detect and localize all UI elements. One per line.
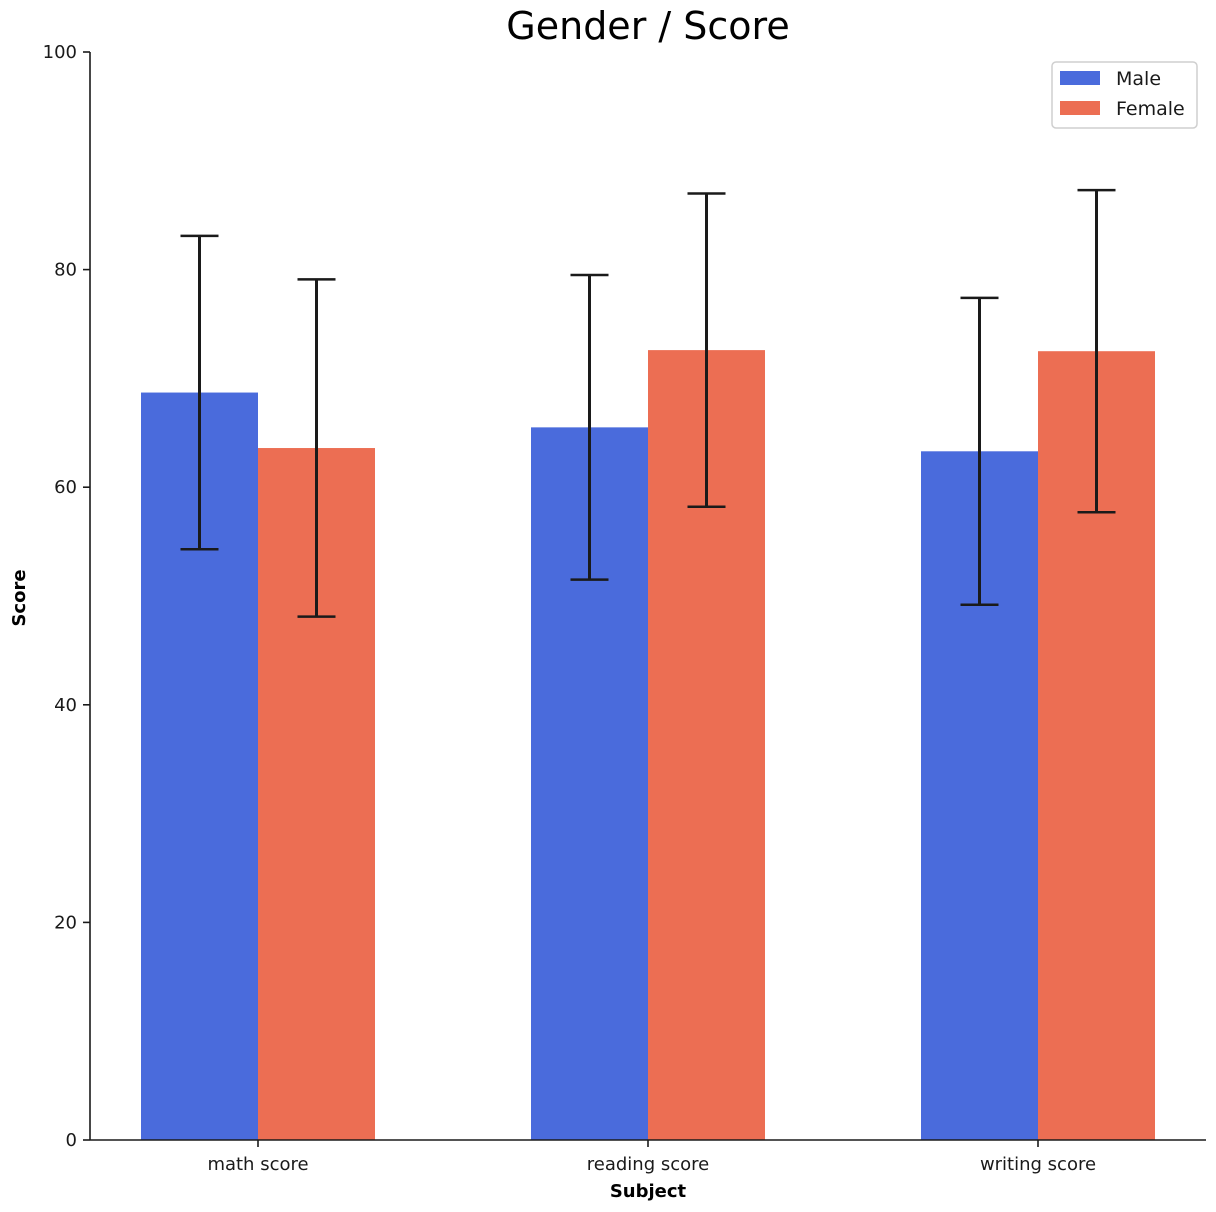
legend: Male Female: [1051, 61, 1198, 129]
y-tick-label: 40: [54, 695, 77, 716]
legend-swatch: [1060, 71, 1100, 85]
y-tick-label: 80: [54, 260, 77, 281]
legend-swatch: [1060, 101, 1100, 115]
y-axis-title: Score: [9, 569, 30, 626]
y-tick-label: 100: [43, 42, 77, 63]
errorbar-female-1: [297, 278, 336, 618]
axes-layer: 0 20 40 60 80 100 math score reading score writi…: [43, 42, 1206, 1175]
errorbars-layer: [180, 188, 1116, 618]
x-axis-title: Subject: [610, 1181, 687, 1202]
chart-title: Gender / Score: [506, 4, 789, 48]
legend-label: Female: [1116, 98, 1185, 120]
errorbar-female-2: [687, 192, 726, 509]
y-tick-label: 0: [66, 1130, 77, 1151]
x-tick-label: math score: [207, 1154, 308, 1175]
legend-item-male: Male: [1060, 68, 1161, 90]
x-tick-label: writing score: [980, 1154, 1096, 1175]
legend-item-female: Female: [1060, 98, 1185, 120]
errorbar-male-2: [570, 273, 609, 581]
y-tick-label: 20: [54, 912, 77, 933]
y-tick-label: 60: [54, 477, 77, 498]
x-tick-label: reading score: [587, 1154, 709, 1175]
errorbar-female-3: [1077, 188, 1116, 514]
errorbar-male-3: [960, 296, 999, 606]
errorbar-male-1: [180, 234, 219, 551]
bars-layer: [141, 350, 1155, 1141]
legend-label: Male: [1116, 68, 1161, 90]
